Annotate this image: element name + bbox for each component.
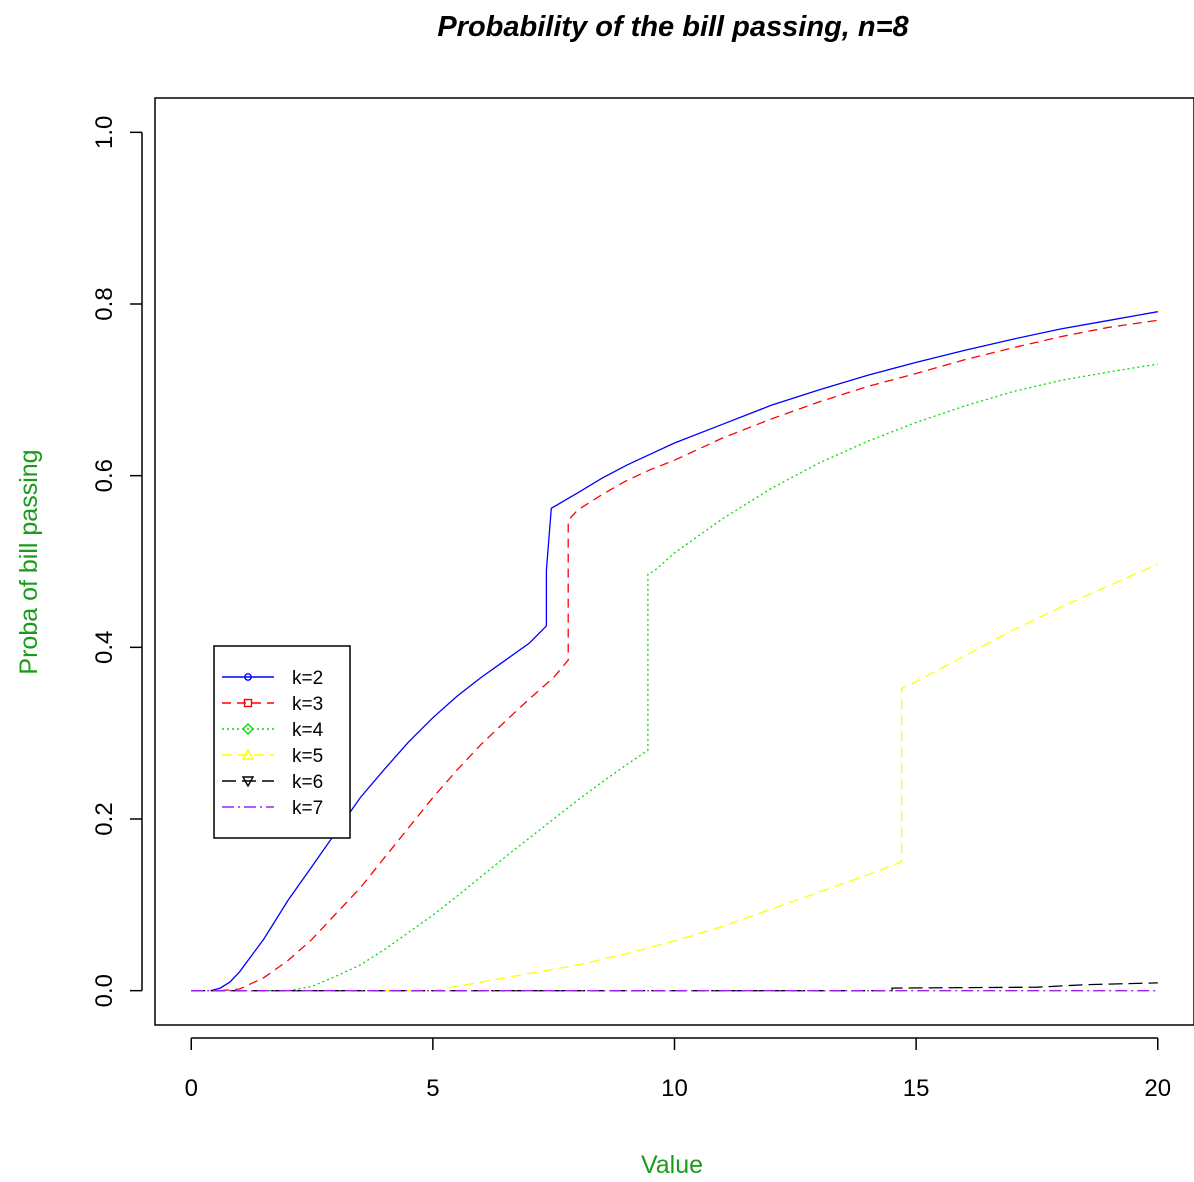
series-line-k6 (191, 982, 1158, 992)
legend-marker-k5 (241, 748, 255, 760)
y-axis-label: Proba of bill passing (15, 449, 43, 674)
x-tick-label: 20 (1144, 1075, 1171, 1102)
y-tick-label: 0.0 (91, 974, 118, 1007)
legend-label-k7: k=7 (292, 798, 323, 819)
series-line-k4 (263, 363, 1158, 992)
y-tick-label: 0.6 (91, 459, 118, 492)
legend-marker-k4 (242, 723, 254, 735)
x-tick-label: 5 (426, 1075, 439, 1102)
series-line-k2 (210, 311, 1158, 992)
x-axis: 0 5 10 15 20 (185, 1037, 1171, 1102)
plot-frame (154, 97, 1194, 1026)
legend-box (213, 645, 351, 839)
legend-label-k4: k=4 (292, 720, 324, 741)
legend: k=2 k=3 k=4 k=5 k=6 k=7 (213, 645, 351, 839)
y-tick-label: 0.8 (91, 287, 118, 320)
x-axis-label: Value (641, 1151, 703, 1179)
legend-label-k5: k=5 (292, 746, 323, 767)
y-axis: 0.0 0.2 0.4 0.6 0.8 1.0 (91, 116, 143, 1007)
legend-label-k6: k=6 (292, 772, 323, 793)
series-layer (191, 311, 1159, 992)
legend-marker-k6 (241, 776, 255, 788)
y-tick-label: 1.0 (91, 116, 118, 149)
legend-label-k2: k=2 (292, 668, 323, 689)
x-tick-label: 10 (661, 1075, 688, 1102)
legend-marker-k3 (243, 698, 253, 708)
legend-label-k3: k=3 (292, 694, 323, 715)
chart-title: Probability of the bill passing, n=8 (437, 11, 909, 43)
legend-marker-k2 (244, 673, 252, 681)
y-tick-label: 0.2 (91, 802, 118, 835)
x-tick-label: 0 (185, 1075, 198, 1102)
series-line-k5 (384, 563, 1159, 992)
x-tick-label: 15 (903, 1075, 930, 1102)
y-tick-label: 0.4 (91, 631, 118, 664)
series-line-k3 (220, 319, 1158, 992)
